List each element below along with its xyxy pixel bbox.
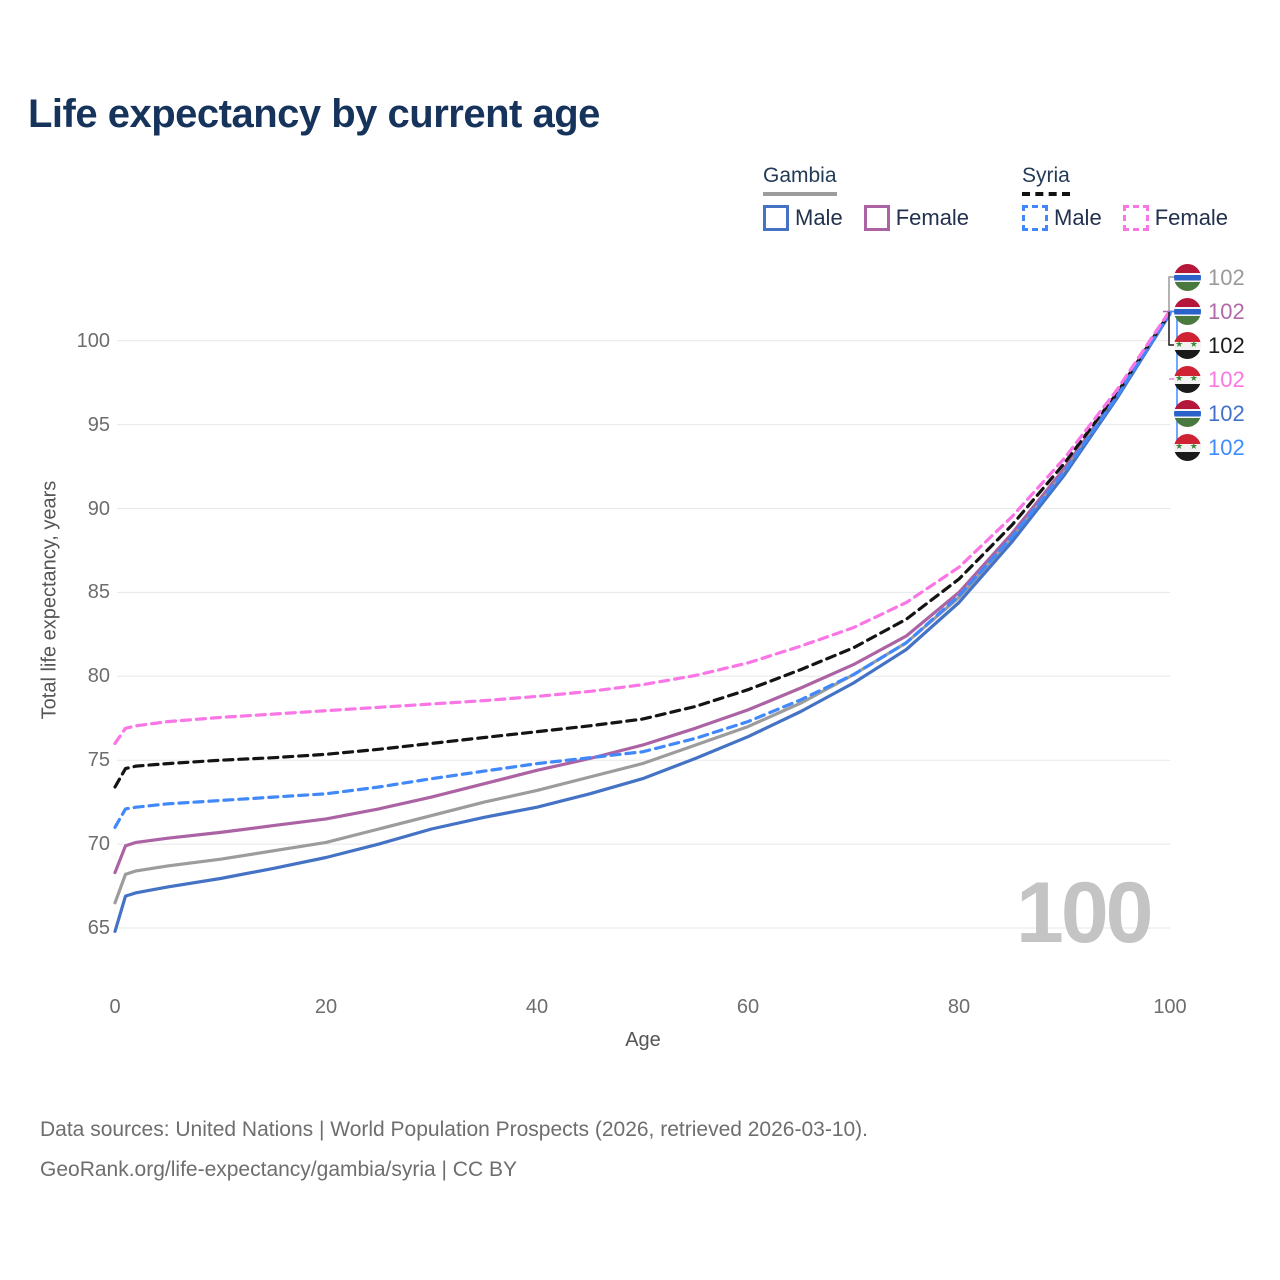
legend-item-label: Female [1154, 205, 1229, 230]
footer: Data sources: United Nations | World Pop… [40, 1110, 868, 1190]
leader-line [1168, 276, 1174, 312]
y-tick-label: 95 [87, 413, 110, 436]
y-tick-label: 65 [87, 917, 110, 939]
syria-male-swatch-icon [1022, 205, 1048, 231]
x-tick-label: 60 [736, 996, 760, 1018]
end-label-row: ★ ★ 102 [1174, 433, 1245, 461]
end-value-label: 102 [1208, 298, 1245, 324]
end-value-label: 102 [1208, 400, 1245, 426]
legend-items-gambia: Male Female [763, 205, 969, 231]
series-line-gambia_total[interactable] [113, 311, 1172, 905]
x-axis-title: Age [625, 1029, 661, 1051]
end-value-label: 102 [1208, 332, 1245, 358]
syria-stars-icon: ★ ★ [1175, 372, 1200, 383]
legend-group-gambia: Gambia Male Female [763, 164, 969, 231]
page-title: Life expectancy by current age [28, 92, 600, 136]
y-tick-label: 100 [76, 329, 110, 352]
legend-items-syria: Male Female [1022, 205, 1228, 231]
y-tick-label: 75 [87, 749, 110, 772]
syria-female-swatch-icon [1122, 205, 1149, 231]
end-label-row: ★ ★ 102 [1174, 365, 1245, 393]
y-tick-label: 90 [87, 497, 110, 520]
gambia-female-swatch-icon [863, 205, 890, 231]
end-label-row: 102 [1174, 399, 1245, 427]
end-value-label: 102 [1208, 264, 1245, 290]
gambia-flag-icon [1174, 297, 1201, 325]
x-tick-label: 80 [947, 996, 971, 1018]
y-axis-title: Total life expectancy, years [38, 480, 61, 720]
y-tick-label: 70 [87, 833, 110, 856]
legend-item-label: Male [1054, 205, 1102, 230]
gambia-male-swatch-icon [763, 205, 789, 231]
legend-group-title-syria: Syria [1022, 164, 1070, 196]
end-label-row: ★ ★ 102 [1174, 331, 1245, 359]
legend-item-syria-male[interactable]: Male [1022, 205, 1102, 231]
legend-item-gambia-male[interactable]: Male [763, 205, 843, 231]
end-value-label: 102 [1208, 366, 1245, 392]
series-line-syria_female[interactable] [113, 308, 1172, 746]
legend-group-syria: Syria Male Female [1022, 164, 1228, 231]
x-tick-label: 100 [1153, 996, 1187, 1018]
end-label-row: 102 [1174, 263, 1245, 291]
leader-line [1168, 312, 1174, 346]
legend-group-title-gambia: Gambia [763, 164, 837, 196]
series-line-gambia_male[interactable] [113, 312, 1172, 934]
x-tick-label: 0 [109, 996, 121, 1018]
attribution-line: GeoRank.org/life-expectancy/gambia/syria… [40, 1158, 517, 1181]
end-value-label: 102 [1208, 434, 1245, 460]
syria-flag-icon: ★ ★ [1174, 433, 1201, 461]
y-tick-label: 80 [87, 665, 110, 688]
gambia-flag-icon [1174, 399, 1201, 427]
legend-item-label: Female [895, 205, 970, 230]
x-tick-label: 40 [525, 996, 549, 1018]
legend-item-label: Male [795, 205, 843, 230]
x-tick-label: 20 [314, 996, 338, 1018]
series-line-syria_male[interactable] [113, 311, 1172, 829]
age-watermark: 100 [1016, 865, 1153, 961]
data-source-line: Data sources: United Nations | World Pop… [40, 1118, 869, 1141]
end-label-row: 102 [1174, 297, 1245, 325]
syria-stars-icon: ★ ★ [1175, 338, 1200, 349]
syria-flag-icon: ★ ★ [1174, 331, 1201, 359]
syria-flag-icon: ★ ★ [1174, 365, 1201, 393]
y-tick-label: 85 [87, 581, 110, 604]
series-line-syria_total[interactable] [113, 310, 1172, 789]
gambia-flag-icon [1174, 263, 1201, 291]
legend-item-gambia-female[interactable]: Female [863, 205, 970, 231]
syria-stars-icon: ★ ★ [1175, 440, 1200, 451]
legend-item-syria-female[interactable]: Female [1122, 205, 1229, 231]
